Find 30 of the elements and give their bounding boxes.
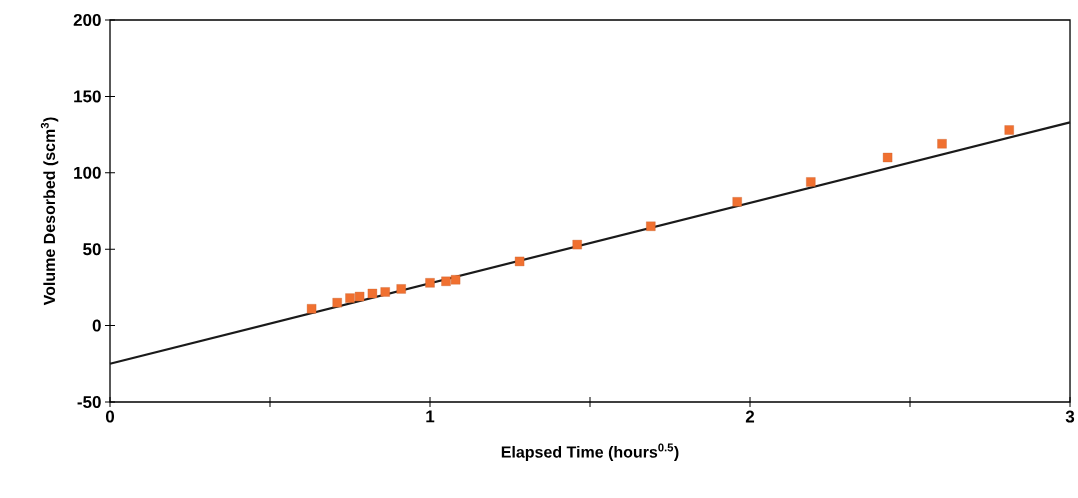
point (380, 287, 390, 297)
y-tick-label: 150 (74, 90, 101, 103)
point (332, 298, 342, 308)
point (441, 276, 451, 286)
point (514, 256, 525, 267)
y-tick-label: 0 (92, 319, 101, 332)
point (367, 288, 378, 299)
point (1004, 125, 1014, 135)
point (732, 197, 742, 207)
x-tick-label: 0 (105, 410, 115, 423)
y-axis-title: Volume Desorbed (scm$^{3}$) (40, 117, 59, 306)
point (354, 291, 365, 302)
point (425, 278, 435, 288)
y-tick-label: -50 (77, 395, 101, 409)
point (806, 177, 816, 187)
y-tick-label: 100 (74, 166, 101, 179)
point (345, 293, 355, 303)
point (450, 275, 461, 285)
point (937, 139, 947, 149)
y-tick-label: 50 (83, 243, 101, 256)
y-tick-label: 200 (73, 13, 101, 27)
x-tick-label: 3 (1065, 410, 1075, 423)
point (646, 221, 656, 231)
x-axis-title: Elapsed Time (hours$^{0.5}$) (501, 443, 679, 461)
x-tick-label: 1 (426, 410, 435, 423)
point (572, 239, 582, 250)
point (306, 304, 317, 314)
x-tick-label: 2 (745, 410, 755, 423)
point (882, 152, 893, 163)
point (396, 284, 406, 294)
